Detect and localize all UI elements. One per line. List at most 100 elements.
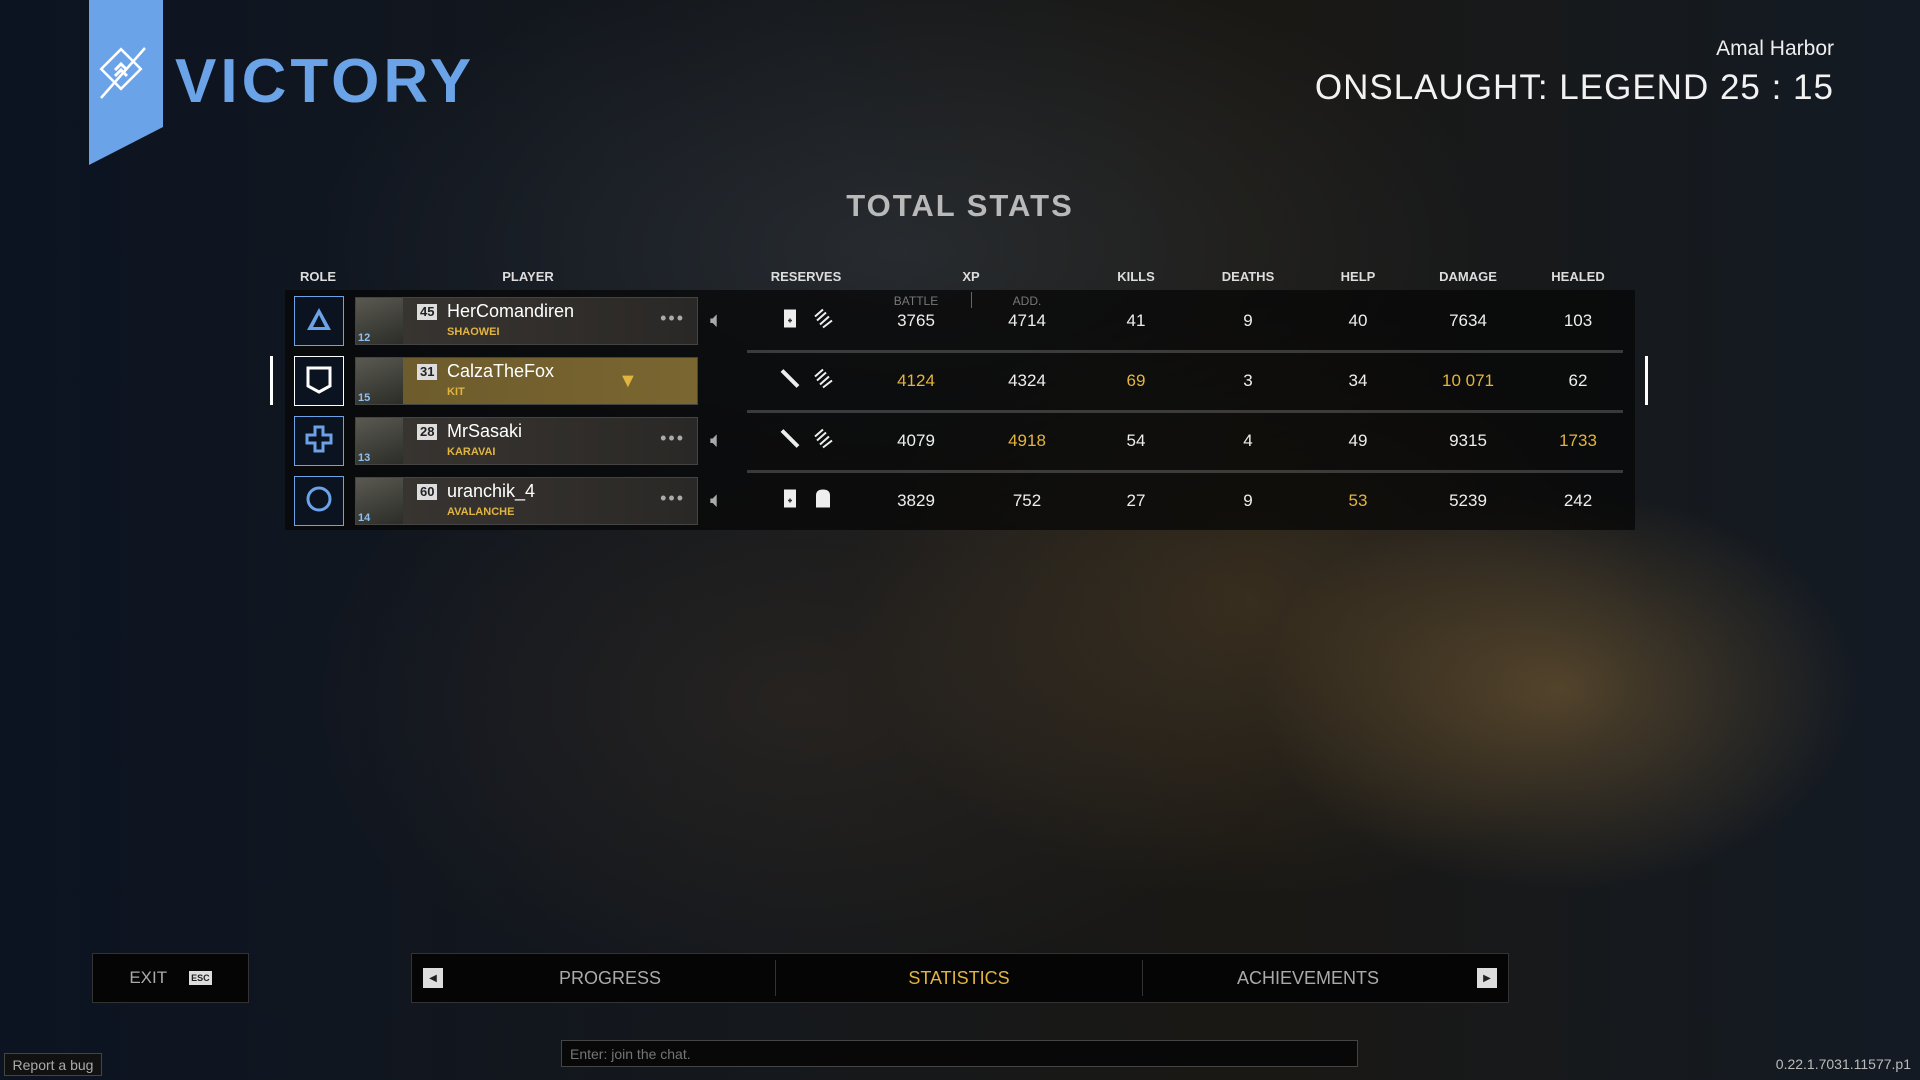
col-xp-add: ADD. — [1012, 294, 1042, 308]
sword-emblem-icon — [99, 47, 146, 99]
knife-icon — [779, 368, 801, 395]
stat-kills: 54 — [1126, 431, 1146, 450]
knife-icon — [779, 428, 801, 455]
stat-kills: 41 — [1126, 311, 1146, 330]
row-divider — [747, 410, 1623, 413]
tab-statistics[interactable]: STATISTICS — [908, 967, 1010, 988]
col-reserves: RESERVES — [770, 269, 842, 284]
speaker-icon[interactable]: 🔈︎ — [710, 427, 724, 452]
stat-add: 752 — [1012, 491, 1042, 510]
col-player: PLAYER — [502, 269, 554, 284]
stat-deaths: 9 — [1243, 311, 1253, 330]
self-row-marker-right — [1645, 356, 1648, 405]
stat-help: 53 — [1348, 491, 1368, 510]
avatar: 12 — [356, 298, 403, 344]
stat-battle: 4079 — [897, 431, 935, 450]
player-tag: SHAOWEI — [447, 326, 500, 338]
circle-icon — [304, 484, 334, 519]
stat-battle: 3829 — [897, 491, 935, 510]
row-divider — [747, 470, 1623, 473]
stat-help: 34 — [1348, 371, 1368, 390]
player-level: 60 — [417, 484, 438, 500]
player-card[interactable]: 12 45 HerComandiren SHAOWEI ••• — [355, 297, 698, 345]
avatar: 14 — [356, 478, 403, 524]
medkit-icon — [782, 488, 798, 515]
player-tag: KIT — [447, 386, 465, 398]
speaker-icon[interactable]: 🔈︎ — [710, 487, 724, 512]
role-badge — [294, 356, 344, 406]
mode-and-time: ONSLAUGHT: LEGEND 25 : 15 — [1315, 68, 1834, 108]
avatar: 13 — [356, 418, 403, 464]
game-mode: ONSLAUGHT: LEGEND — [1314, 68, 1710, 107]
player-rank: 12 — [358, 332, 371, 344]
eagle-icon: ▼ — [618, 370, 638, 392]
stat-healed: 103 — [1563, 311, 1593, 330]
speaker-icon[interactable]: 🔈︎ — [710, 307, 724, 332]
player-tag: AVALANCHE — [447, 506, 515, 518]
player-rank: 15 — [358, 392, 371, 404]
role-badge — [294, 476, 344, 526]
stat-help: 40 — [1348, 311, 1368, 330]
stat-damage: 7634 — [1449, 311, 1487, 330]
avatar: 15 — [356, 358, 403, 404]
stat-healed: 242 — [1563, 491, 1593, 510]
tab-divider — [1142, 960, 1143, 996]
tab-divider — [775, 960, 776, 996]
armor-icon — [814, 488, 832, 515]
stat-kills: 27 — [1126, 491, 1146, 510]
report-bug-button[interactable]: Report a bug — [4, 1053, 102, 1076]
col-role: ROLE — [299, 269, 337, 284]
col-help: HELP — [1340, 269, 1376, 284]
chat-input[interactable] — [561, 1040, 1358, 1067]
player-name: MrSasaki — [447, 421, 523, 441]
ammo-icon — [812, 368, 834, 395]
col-kills: KILLS — [1117, 269, 1155, 284]
player-name: CalzaTheFox — [447, 361, 555, 381]
cross-icon — [304, 424, 334, 459]
exit-button[interactable]: EXIT ESC — [92, 953, 249, 1003]
player-level: 31 — [417, 364, 438, 380]
tab-achievements[interactable]: ACHIEVEMENTS — [1236, 967, 1380, 988]
triangle-icon — [304, 304, 334, 339]
row-divider — [747, 350, 1623, 353]
prev-tab-button[interactable]: ◀ — [423, 968, 443, 988]
col-xp: XP — [962, 269, 980, 284]
player-level: 28 — [417, 424, 438, 440]
shield-icon — [304, 364, 334, 399]
col-damage: DAMAGE — [1439, 269, 1497, 284]
self-row-marker-left — [270, 356, 273, 405]
player-card[interactable]: 15 31 CalzaTheFox KIT ▼ — [355, 357, 698, 405]
role-badge — [294, 296, 344, 346]
stat-deaths: 9 — [1243, 491, 1253, 510]
stat-damage: 9315 — [1449, 431, 1487, 450]
player-card[interactable]: 14 60 uranchik_4 AVALANCHE ••• — [355, 477, 698, 525]
version-label: 0.22.1.7031.11577.p1 — [1775, 1056, 1911, 1072]
col-healed: HEALED — [1551, 269, 1605, 284]
more-options-icon[interactable]: ••• — [660, 308, 685, 328]
xp-divider — [971, 292, 972, 308]
role-badge — [294, 416, 344, 466]
stat-add: 4918 — [1008, 431, 1046, 450]
next-tab-button[interactable]: ▶ — [1477, 968, 1497, 988]
more-options-icon[interactable]: ••• — [660, 428, 685, 448]
stat-battle: 3765 — [897, 311, 935, 330]
victory-banner — [89, 0, 163, 165]
more-options-icon[interactable]: ••• — [660, 488, 685, 508]
stat-deaths: 3 — [1243, 371, 1253, 390]
col-deaths: DEATHS — [1221, 269, 1275, 284]
stat-deaths: 4 — [1243, 431, 1253, 450]
map-name: Amal Harbor — [1716, 37, 1834, 60]
stat-damage: 10 071 — [1442, 371, 1494, 390]
esc-key-hint: ESC — [189, 971, 212, 985]
match-time: 25 : 15 — [1719, 68, 1834, 107]
player-level: 45 — [417, 304, 438, 320]
player-rank: 13 — [358, 452, 371, 464]
player-rank: 14 — [358, 512, 371, 524]
tab-progress[interactable]: PROGRESS — [558, 967, 662, 988]
player-card[interactable]: 13 28 MrSasaki KARAVAI ••• — [355, 417, 698, 465]
stat-healed: 62 — [1568, 371, 1588, 390]
result-title: VICTORY — [175, 47, 476, 116]
col-xp-battle: BATTLE — [893, 294, 939, 308]
ammo-icon — [812, 428, 834, 455]
stat-help: 49 — [1348, 431, 1368, 450]
